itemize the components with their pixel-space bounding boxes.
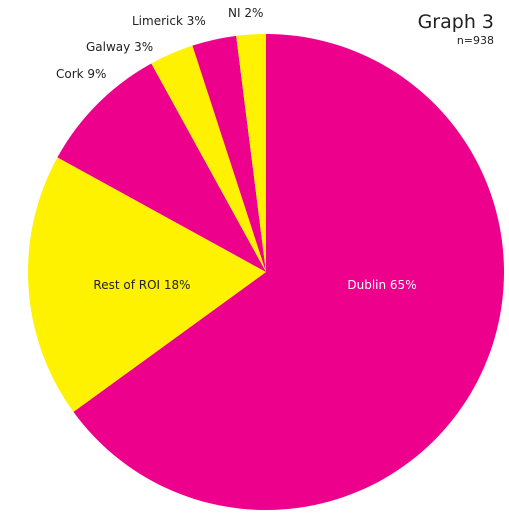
- slice-label-galway: Galway 3%: [86, 40, 153, 54]
- pie-slice-cork: [57, 63, 266, 272]
- pie-slices: [28, 34, 505, 511]
- pie-slice-dublin: [73, 34, 505, 511]
- pie-labels: Dublin 65% Rest of ROI 18% Cork 9% Galway 3…: [56, 6, 417, 292]
- chart-subtitle: n=938: [457, 34, 494, 47]
- slice-label-dublin: Dublin 65%: [347, 278, 416, 292]
- chart-title: Graph 3: [418, 11, 494, 33]
- slice-label-limerick: Limerick 3%: [132, 14, 206, 28]
- pie-slice-galway: [151, 45, 266, 273]
- slice-label-cork: Cork 9%: [56, 67, 106, 81]
- pie-slice-limerick: [192, 35, 266, 272]
- slice-label-ni: NI 2%: [228, 6, 263, 20]
- pie-slice-ni: [236, 34, 266, 272]
- slice-label-rest-of-roi: Rest of ROI 18%: [93, 278, 190, 292]
- pie-slice-rest-of-roi: [28, 157, 266, 412]
